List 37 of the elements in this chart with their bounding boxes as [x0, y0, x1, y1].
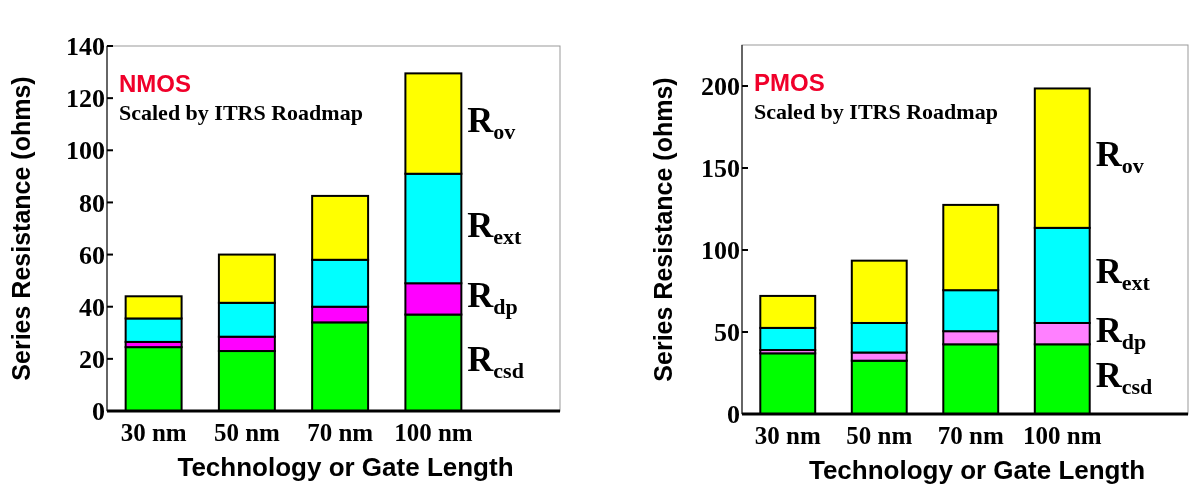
y-tick-label: 40: [79, 292, 105, 322]
series-label: R$_{csd}$: [467, 338, 524, 383]
x-tick-label: 100 nm: [394, 419, 473, 446]
x-tick-label: 50 nm: [213, 419, 281, 446]
y-tick-label: 0: [727, 400, 740, 430]
x-axis-title: Technology or Gate Length: [177, 452, 514, 482]
y-tick-label: 100: [66, 136, 105, 166]
y-tick-label: 120: [66, 84, 105, 114]
y-axis-title: Series Resistance (ohms): [649, 77, 677, 382]
x-tick-label: 100 nm: [1023, 422, 1102, 449]
series-label: R$_{dp}$: [1095, 309, 1147, 354]
x-tick-label: 30 nm: [120, 419, 187, 446]
y-tick-label: 80: [79, 188, 105, 218]
x-tick-label: 70 nm: [937, 422, 1004, 449]
y-tick-label: 100: [701, 236, 740, 266]
text: NMOS: [119, 70, 191, 97]
x-axis-title: Technology or Gate Length: [808, 455, 1146, 485]
series-label: R$_{ext}$: [1095, 251, 1151, 296]
series-label: R$_{csd}$: [1095, 355, 1153, 399]
y-tick-label: 50: [714, 318, 740, 348]
series-label: R$_{ov}$: [1095, 134, 1144, 178]
series-label: R$_{ext}$: [467, 204, 523, 249]
annotation: Scaled by ITRS Roadmap: [119, 100, 363, 125]
text: PMOS: [754, 69, 825, 96]
annotation: Scaled by ITRS Roadmap: [754, 99, 998, 124]
y-tick-label: 20: [79, 344, 105, 374]
y-tick-label: 60: [79, 240, 105, 270]
series-label: R$_{dp}$: [467, 274, 518, 319]
y-tick-label: 200: [701, 72, 740, 102]
series-label: R$_{ov}$: [467, 99, 516, 144]
y-tick-label: 0: [92, 397, 105, 427]
x-tick-label: 30 nm: [754, 422, 821, 449]
y-tick-label: 150: [701, 154, 740, 184]
x-tick-label: 50 nm: [846, 422, 913, 449]
y-tick-label: 140: [66, 32, 105, 62]
y-axis-title: Series Resistance (ohms): [7, 76, 35, 381]
x-tick-label: 70 nm: [307, 419, 374, 446]
